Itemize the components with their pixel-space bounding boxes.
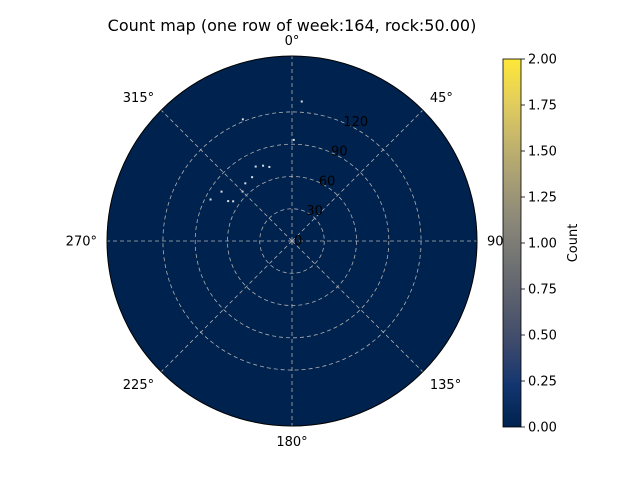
data-cell	[241, 118, 244, 121]
theta-tick-label: 315°	[123, 91, 154, 106]
colorbar-tick-label: 1.00	[528, 237, 557, 252]
theta-tick-label: 135°	[430, 378, 461, 393]
data-cell	[251, 176, 254, 179]
r-tick-label: 90	[331, 145, 348, 160]
data-cell	[220, 190, 223, 193]
data-cell	[300, 100, 303, 103]
data-cell	[209, 198, 212, 201]
angular-gridline	[291, 240, 424, 373]
theta-tick-label: 225°	[123, 378, 154, 393]
colorbar-tick-label: 1.50	[528, 145, 557, 160]
radial-gridline	[259, 208, 325, 274]
colorbar-tick-label: 0.25	[528, 375, 557, 390]
colorbar-tick-label: 0.75	[528, 283, 557, 298]
chart-title: Count map (one row of week:164, rock:50.…	[108, 16, 477, 35]
colorbar: 0.00 0.25 0.50 0.75 1.00 1.25 1.50 1.75 2.00 Coun…	[502, 53, 581, 436]
data-cell	[232, 200, 235, 203]
colorbar-tick-label: 2.00	[528, 53, 557, 68]
theta-tick-label: 45°	[430, 91, 453, 106]
data-cell	[268, 165, 271, 168]
theta-tick-label: 180°	[276, 435, 307, 450]
r-tick-label: 60	[319, 174, 336, 189]
theta-tick-label: 0°	[285, 34, 300, 49]
r-tick-label: 0	[294, 234, 302, 249]
data-cell	[241, 190, 244, 193]
data-cell	[254, 165, 257, 168]
theta-tick-label: 270°	[66, 235, 97, 250]
angular-gridline	[291, 109, 424, 242]
colorbar-label: Count	[566, 224, 581, 263]
r-tick-label: 30	[306, 204, 323, 219]
colorbar-gradient	[503, 59, 521, 427]
data-cell	[292, 138, 295, 141]
data-cell	[244, 182, 247, 185]
colorbar-tick-label: 1.25	[528, 191, 557, 206]
angular-gridline	[160, 109, 293, 242]
data-cell	[262, 164, 265, 167]
angular-gridline	[160, 240, 293, 373]
colorbar-tick-label: 1.75	[528, 99, 557, 114]
polar-spine	[106, 55, 478, 427]
r-tick-label: 120	[343, 115, 368, 130]
data-cell	[227, 200, 230, 203]
colorbar-tick-label: 0.00	[528, 421, 557, 436]
colorbar-tick-label: 0.50	[528, 329, 557, 344]
radial-gridline	[194, 143, 390, 339]
